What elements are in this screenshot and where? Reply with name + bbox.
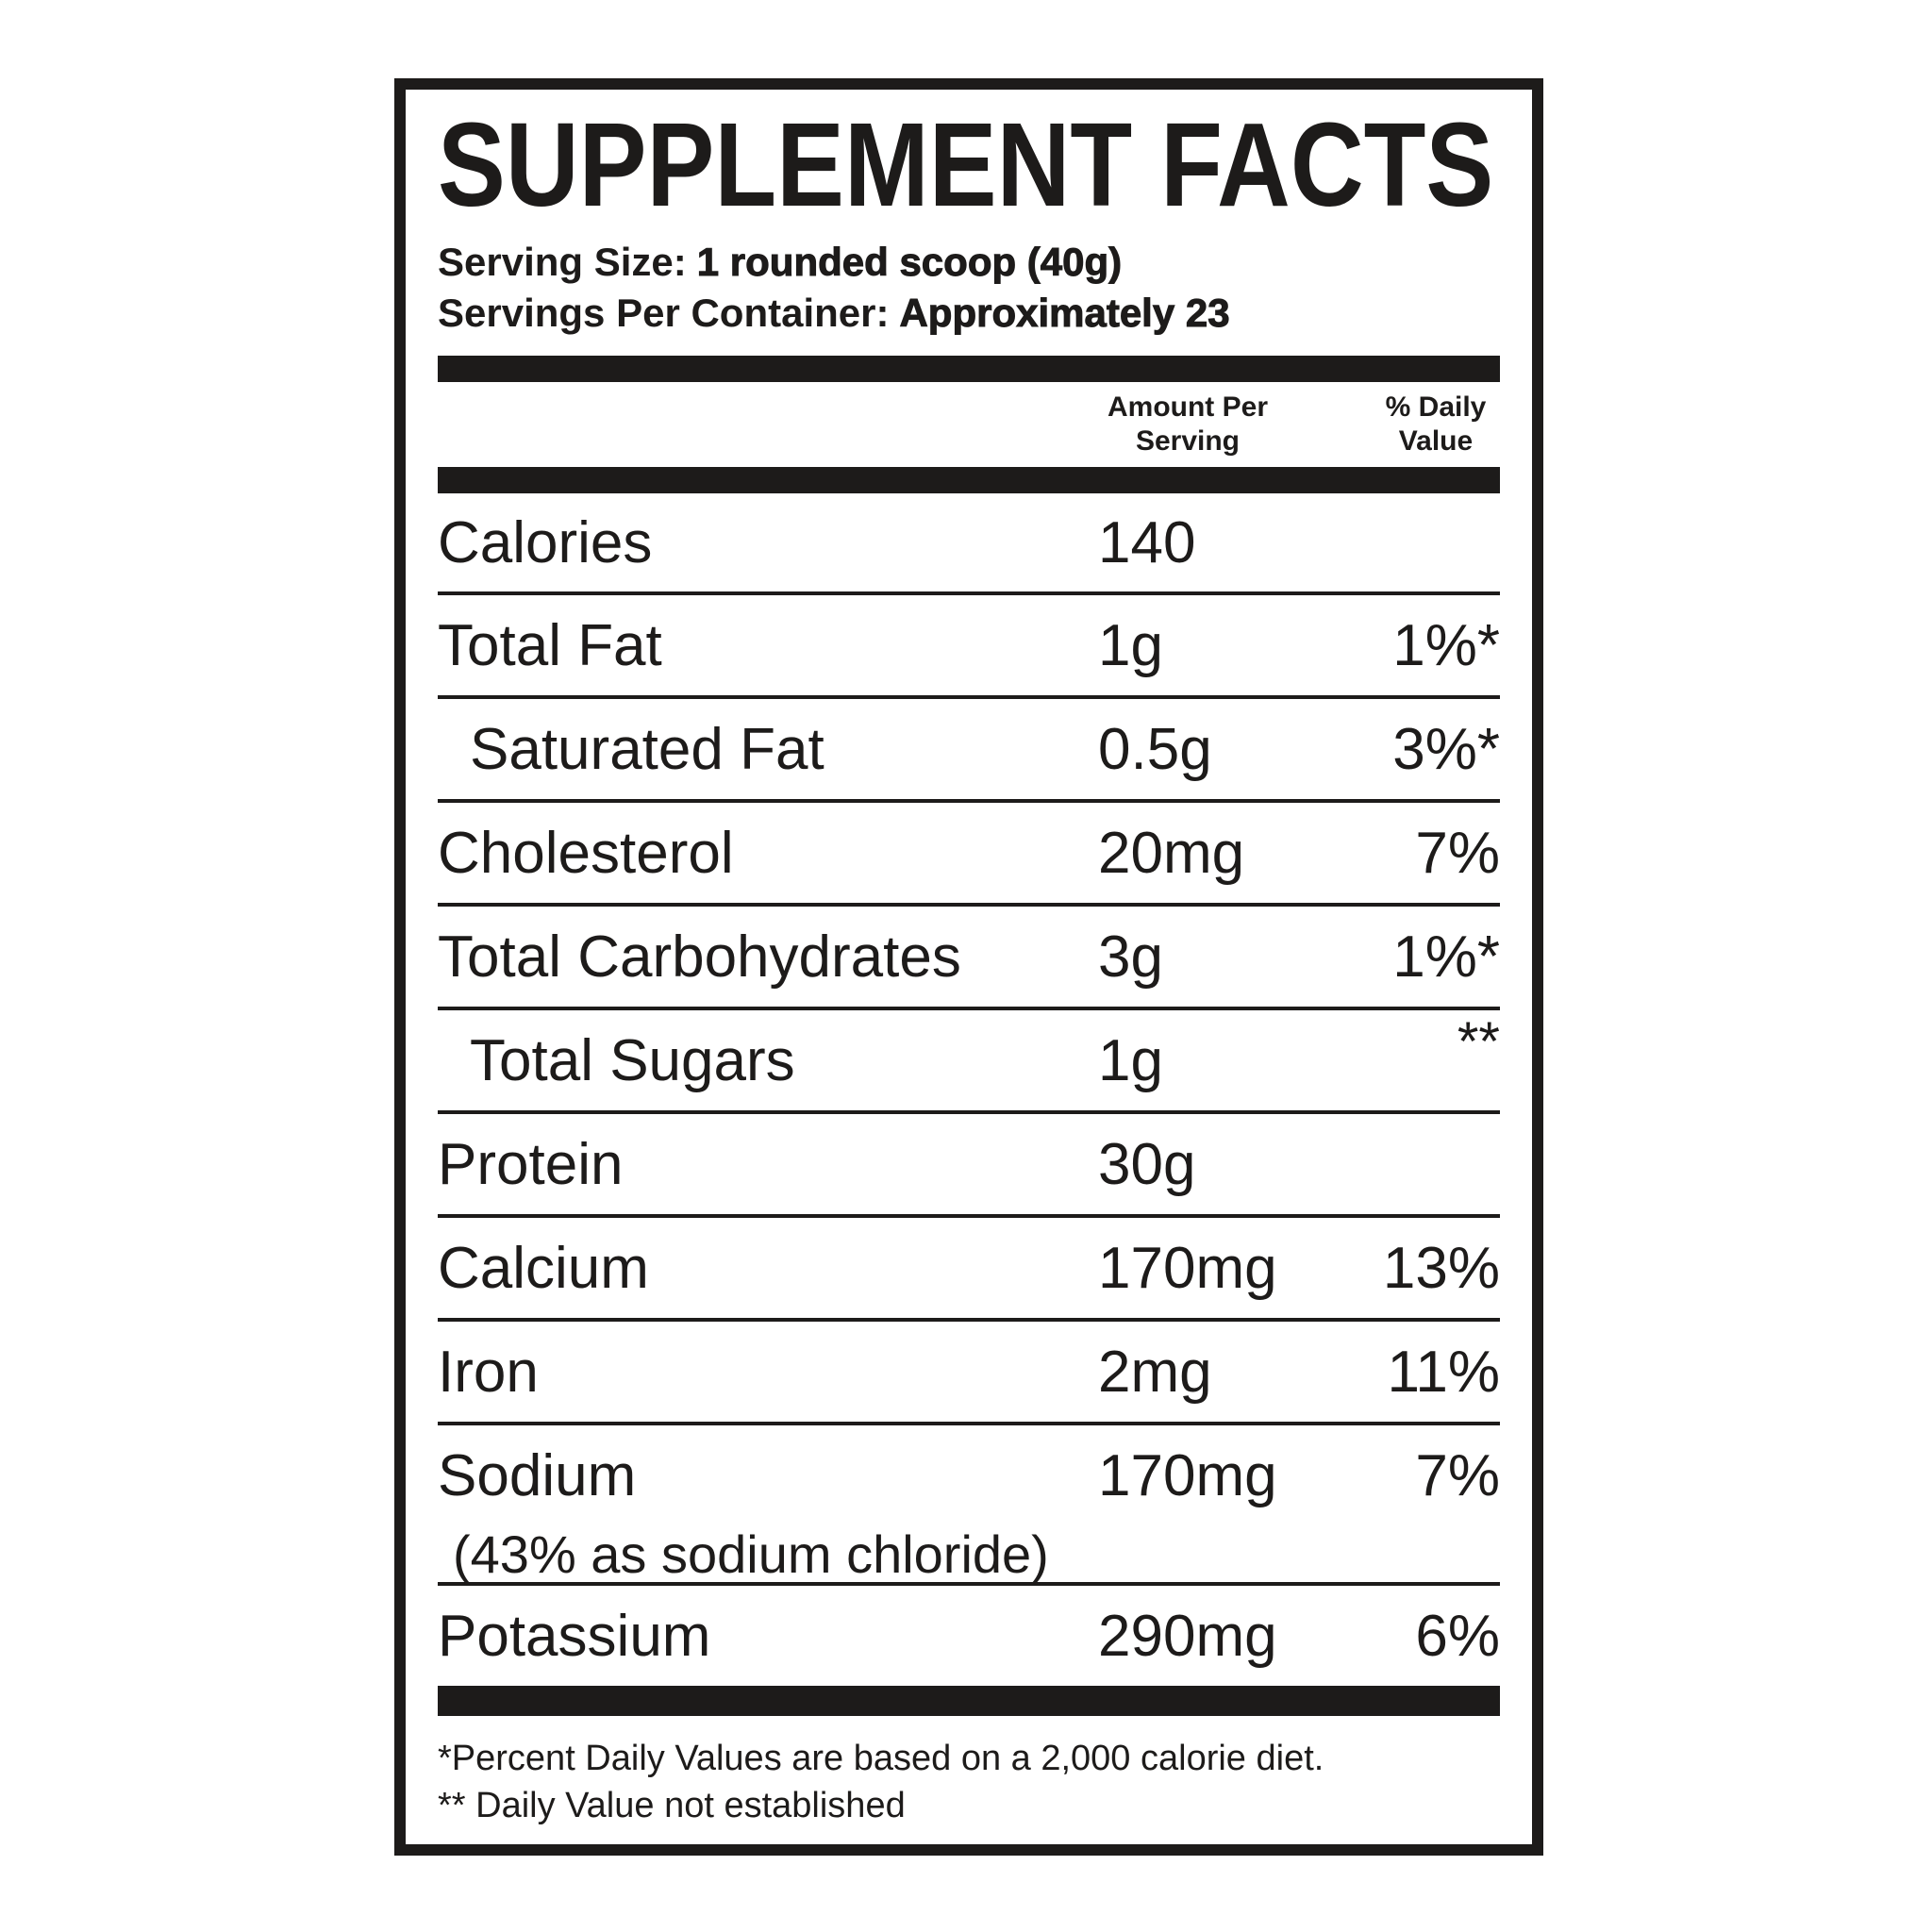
nutrient-daily-value: 7% xyxy=(1415,1442,1500,1508)
nutrient-amount: 20mg xyxy=(1098,820,1245,886)
serving-size-label: Serving Size: xyxy=(438,240,687,284)
nutrient-amount: 30g xyxy=(1098,1131,1196,1197)
table-row-main: Cholesterol 20mg 7% xyxy=(438,803,1500,903)
amount-header-line1: Amount Per xyxy=(1107,391,1268,423)
table-row-main: Total Carbohydrates 3g 1%* xyxy=(438,907,1500,1007)
nutrient-name: Calcium xyxy=(438,1235,649,1301)
nutrient-daily-value: 1%* xyxy=(1392,924,1500,990)
table-row: Protein 30g xyxy=(438,1110,1500,1214)
table-row: Calcium 170mg 13% xyxy=(438,1214,1500,1318)
footnote-daily-values: *Percent Daily Values are based on a 2,0… xyxy=(438,1739,1324,1778)
nutrient-daily-value: 1%* xyxy=(1392,612,1500,678)
table-row-main: Potassium 290mg 6% xyxy=(438,1586,1500,1686)
footnote-not-established: ** Daily Value not established xyxy=(438,1786,906,1825)
panel-title: SUPPLEMENT FACTS xyxy=(438,98,1494,231)
amount-header-line2: Serving xyxy=(1135,425,1241,457)
nutrient-amount: 1g xyxy=(1098,612,1163,678)
divider-bar-bottom xyxy=(438,1686,1500,1716)
nutrient-amount: 1g xyxy=(1098,1027,1163,1093)
nutrient-amount: 0.5g xyxy=(1098,716,1212,782)
table-row: Saturated Fat 0.5g 3%* xyxy=(438,695,1500,799)
nutrient-daily-value: ** xyxy=(1457,1010,1500,1073)
servings-per-container-label: Servings Per Container: xyxy=(438,291,890,335)
table-row-main: Total Sugars 1g ** xyxy=(438,1010,1500,1110)
nutrient-name: Iron xyxy=(438,1339,539,1405)
nutrient-daily-value: 13% xyxy=(1382,1235,1500,1301)
table-row: Sodium 170mg 7% (43% as sodium chloride) xyxy=(438,1422,1500,1584)
nutrient-name: Total Carbohydrates xyxy=(438,924,961,990)
table-row: Potassium 290mg 6% xyxy=(438,1582,1500,1686)
table-row-main: Sodium 170mg 7% xyxy=(438,1425,1500,1525)
nutrient-daily-value: 6% xyxy=(1415,1603,1500,1669)
nutrient-amount: 170mg xyxy=(1098,1442,1277,1508)
table-row-main: Calories 140 xyxy=(438,493,1500,591)
table-row-main: Saturated Fat 0.5g 3%* xyxy=(438,699,1500,799)
nutrient-amount: 140 xyxy=(1098,509,1196,575)
nutrient-name: Total Sugars xyxy=(470,1027,795,1093)
nutrient-amount: 170mg xyxy=(1098,1235,1277,1301)
nutrient-amount: 290mg xyxy=(1098,1603,1277,1669)
servings-per-container-line: Servings Per Container: Approximately 23 xyxy=(438,288,1500,339)
table-row: Total Sugars 1g ** xyxy=(438,1007,1500,1110)
nutrient-name: Total Fat xyxy=(438,612,662,678)
nutrient-name: Saturated Fat xyxy=(470,716,824,782)
nutrient-daily-value: 11% xyxy=(1387,1339,1501,1405)
nutrient-name: Protein xyxy=(438,1131,624,1197)
nutrient-daily-value: 7% xyxy=(1415,820,1500,886)
nutrient-sub-note: (43% as sodium chloride) xyxy=(453,1524,1049,1584)
servings-per-container-value: Approximately 23 xyxy=(899,291,1230,336)
nutrient-name: Cholesterol xyxy=(438,820,734,886)
table-row: Total Fat 1g 1%* xyxy=(438,591,1500,695)
percent-daily-value-header: % Daily Value xyxy=(1381,391,1500,458)
dv-header-line1: % Daily xyxy=(1385,391,1487,423)
nutrient-name: Calories xyxy=(438,509,653,575)
table-row: Total Carbohydrates 3g 1%* xyxy=(438,903,1500,1007)
nutrient-daily-value: 3%* xyxy=(1392,716,1500,782)
column-header-row: Amount Per Serving % Daily Value xyxy=(438,382,1500,467)
divider-bar-header xyxy=(438,467,1500,493)
serving-size-line: Serving Size: 1 rounded scoop (40g) xyxy=(438,237,1500,288)
nutrient-amount: 3g xyxy=(1098,924,1163,990)
nutrient-name: Potassium xyxy=(438,1603,711,1669)
footnotes-section: *Percent Daily Values are based on a 2,0… xyxy=(438,1735,1500,1829)
serving-size-value: 1 rounded scoop (40g) xyxy=(696,240,1123,285)
table-row-main: Total Fat 1g 1%* xyxy=(438,595,1500,695)
nutrient-name: Sodium xyxy=(438,1442,637,1508)
amount-per-serving-header: Amount Per Serving xyxy=(1098,391,1277,458)
table-row: Iron 2mg 11% xyxy=(438,1318,1500,1422)
dv-header-line2: Value xyxy=(1398,425,1474,457)
table-row-main: Calcium 170mg 13% xyxy=(438,1218,1500,1318)
supplement-facts-panel: SUPPLEMENT FACTS Serving Size: 1 rounded … xyxy=(394,78,1543,1856)
table-row-main: Protein 30g xyxy=(438,1114,1500,1214)
nutrient-amount: 2mg xyxy=(1098,1339,1212,1405)
nutrition-table: Calories 140 Total Fat 1g 1%* Saturated … xyxy=(438,493,1500,1686)
divider-bar-top xyxy=(438,356,1500,382)
table-row-main: Iron 2mg 11% xyxy=(438,1322,1500,1422)
serving-info: Serving Size: 1 rounded scoop (40g) Servi… xyxy=(438,237,1500,339)
table-row: Calories 140 xyxy=(438,493,1500,591)
table-row: Cholesterol 20mg 7% xyxy=(438,799,1500,903)
